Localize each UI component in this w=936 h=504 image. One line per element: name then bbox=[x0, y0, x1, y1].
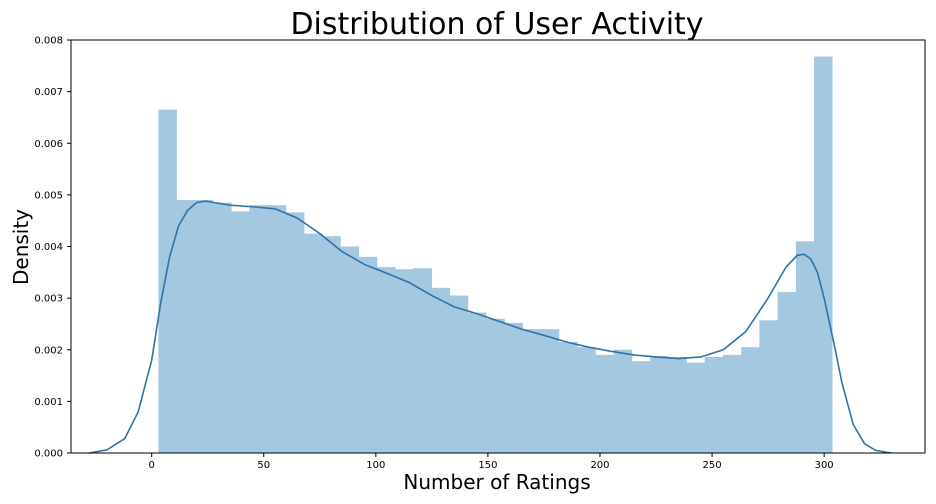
y-axis: 0.000 0.001 0.002 0.003 0.004 0.005 0.006 0.007… bbox=[34, 36, 71, 460]
histogram-bar bbox=[686, 362, 705, 453]
histogram-bar bbox=[558, 342, 578, 453]
histogram-bar bbox=[213, 202, 232, 453]
histogram-bar bbox=[522, 329, 542, 453]
x-tick-label: 50 bbox=[257, 460, 270, 471]
histogram-bar bbox=[759, 320, 778, 453]
histogram-bar bbox=[376, 267, 396, 453]
y-tick-label: 0.005 bbox=[34, 190, 63, 201]
histogram-bar bbox=[176, 200, 196, 453]
y-tick-label: 0.003 bbox=[34, 294, 63, 305]
histogram-bar bbox=[467, 312, 487, 453]
histogram-bar bbox=[322, 236, 341, 453]
histogram-bar bbox=[631, 361, 651, 453]
y-tick-label: 0.001 bbox=[34, 397, 63, 408]
histogram-bar bbox=[413, 268, 432, 453]
histogram-bar bbox=[340, 246, 360, 453]
histogram-bar bbox=[486, 318, 505, 453]
histogram-bar bbox=[194, 200, 214, 453]
histogram-bar bbox=[704, 356, 724, 453]
y-tick-label: 0.008 bbox=[34, 36, 63, 47]
x-axis-label: Number of Ratings bbox=[403, 470, 590, 494]
x-tick-label: 100 bbox=[366, 460, 385, 471]
histogram-bar bbox=[304, 233, 323, 453]
histogram-bar bbox=[668, 356, 687, 453]
histogram-bar bbox=[358, 256, 378, 453]
y-tick-label: 0.004 bbox=[34, 242, 63, 253]
histogram-bar bbox=[723, 354, 742, 453]
x-axis: 0 50 100 150 200 250 300 bbox=[149, 453, 834, 471]
y-tick-label: 0.007 bbox=[34, 87, 63, 98]
x-tick-label: 0 bbox=[149, 460, 155, 471]
histogram-bar bbox=[431, 287, 451, 453]
kde-curve bbox=[88, 200, 892, 454]
y-tick-label: 0.002 bbox=[34, 345, 63, 356]
histogram-bar bbox=[231, 211, 250, 453]
histogram-bar bbox=[449, 295, 469, 453]
histogram-bar bbox=[795, 241, 815, 453]
histogram-bar bbox=[395, 269, 414, 453]
histogram-bar bbox=[777, 291, 797, 453]
x-tick-label: 200 bbox=[590, 460, 609, 471]
x-tick-label: 250 bbox=[703, 460, 722, 471]
histogram-bar bbox=[249, 205, 268, 453]
histogram-bar bbox=[158, 109, 177, 453]
histogram-bar bbox=[577, 347, 596, 453]
histogram-bar bbox=[741, 347, 760, 453]
histogram-bar bbox=[540, 329, 560, 453]
histogram-bar bbox=[267, 205, 287, 453]
histogram-bar bbox=[650, 355, 669, 453]
y-tick-label: 0.000 bbox=[34, 449, 63, 460]
x-tick-label: 150 bbox=[478, 460, 497, 471]
x-tick-label: 300 bbox=[815, 460, 834, 471]
histogram-bar bbox=[814, 56, 833, 454]
histogram-bar bbox=[504, 322, 523, 453]
y-tick-label: 0.006 bbox=[34, 139, 63, 150]
y-axis-label: Density bbox=[9, 209, 33, 285]
histogram-bars bbox=[158, 56, 833, 454]
chart-title: Distribution of User Activity bbox=[290, 7, 703, 42]
histogram-bar bbox=[595, 354, 614, 453]
histogram-bar bbox=[285, 212, 305, 453]
histogram-bar bbox=[613, 349, 633, 453]
